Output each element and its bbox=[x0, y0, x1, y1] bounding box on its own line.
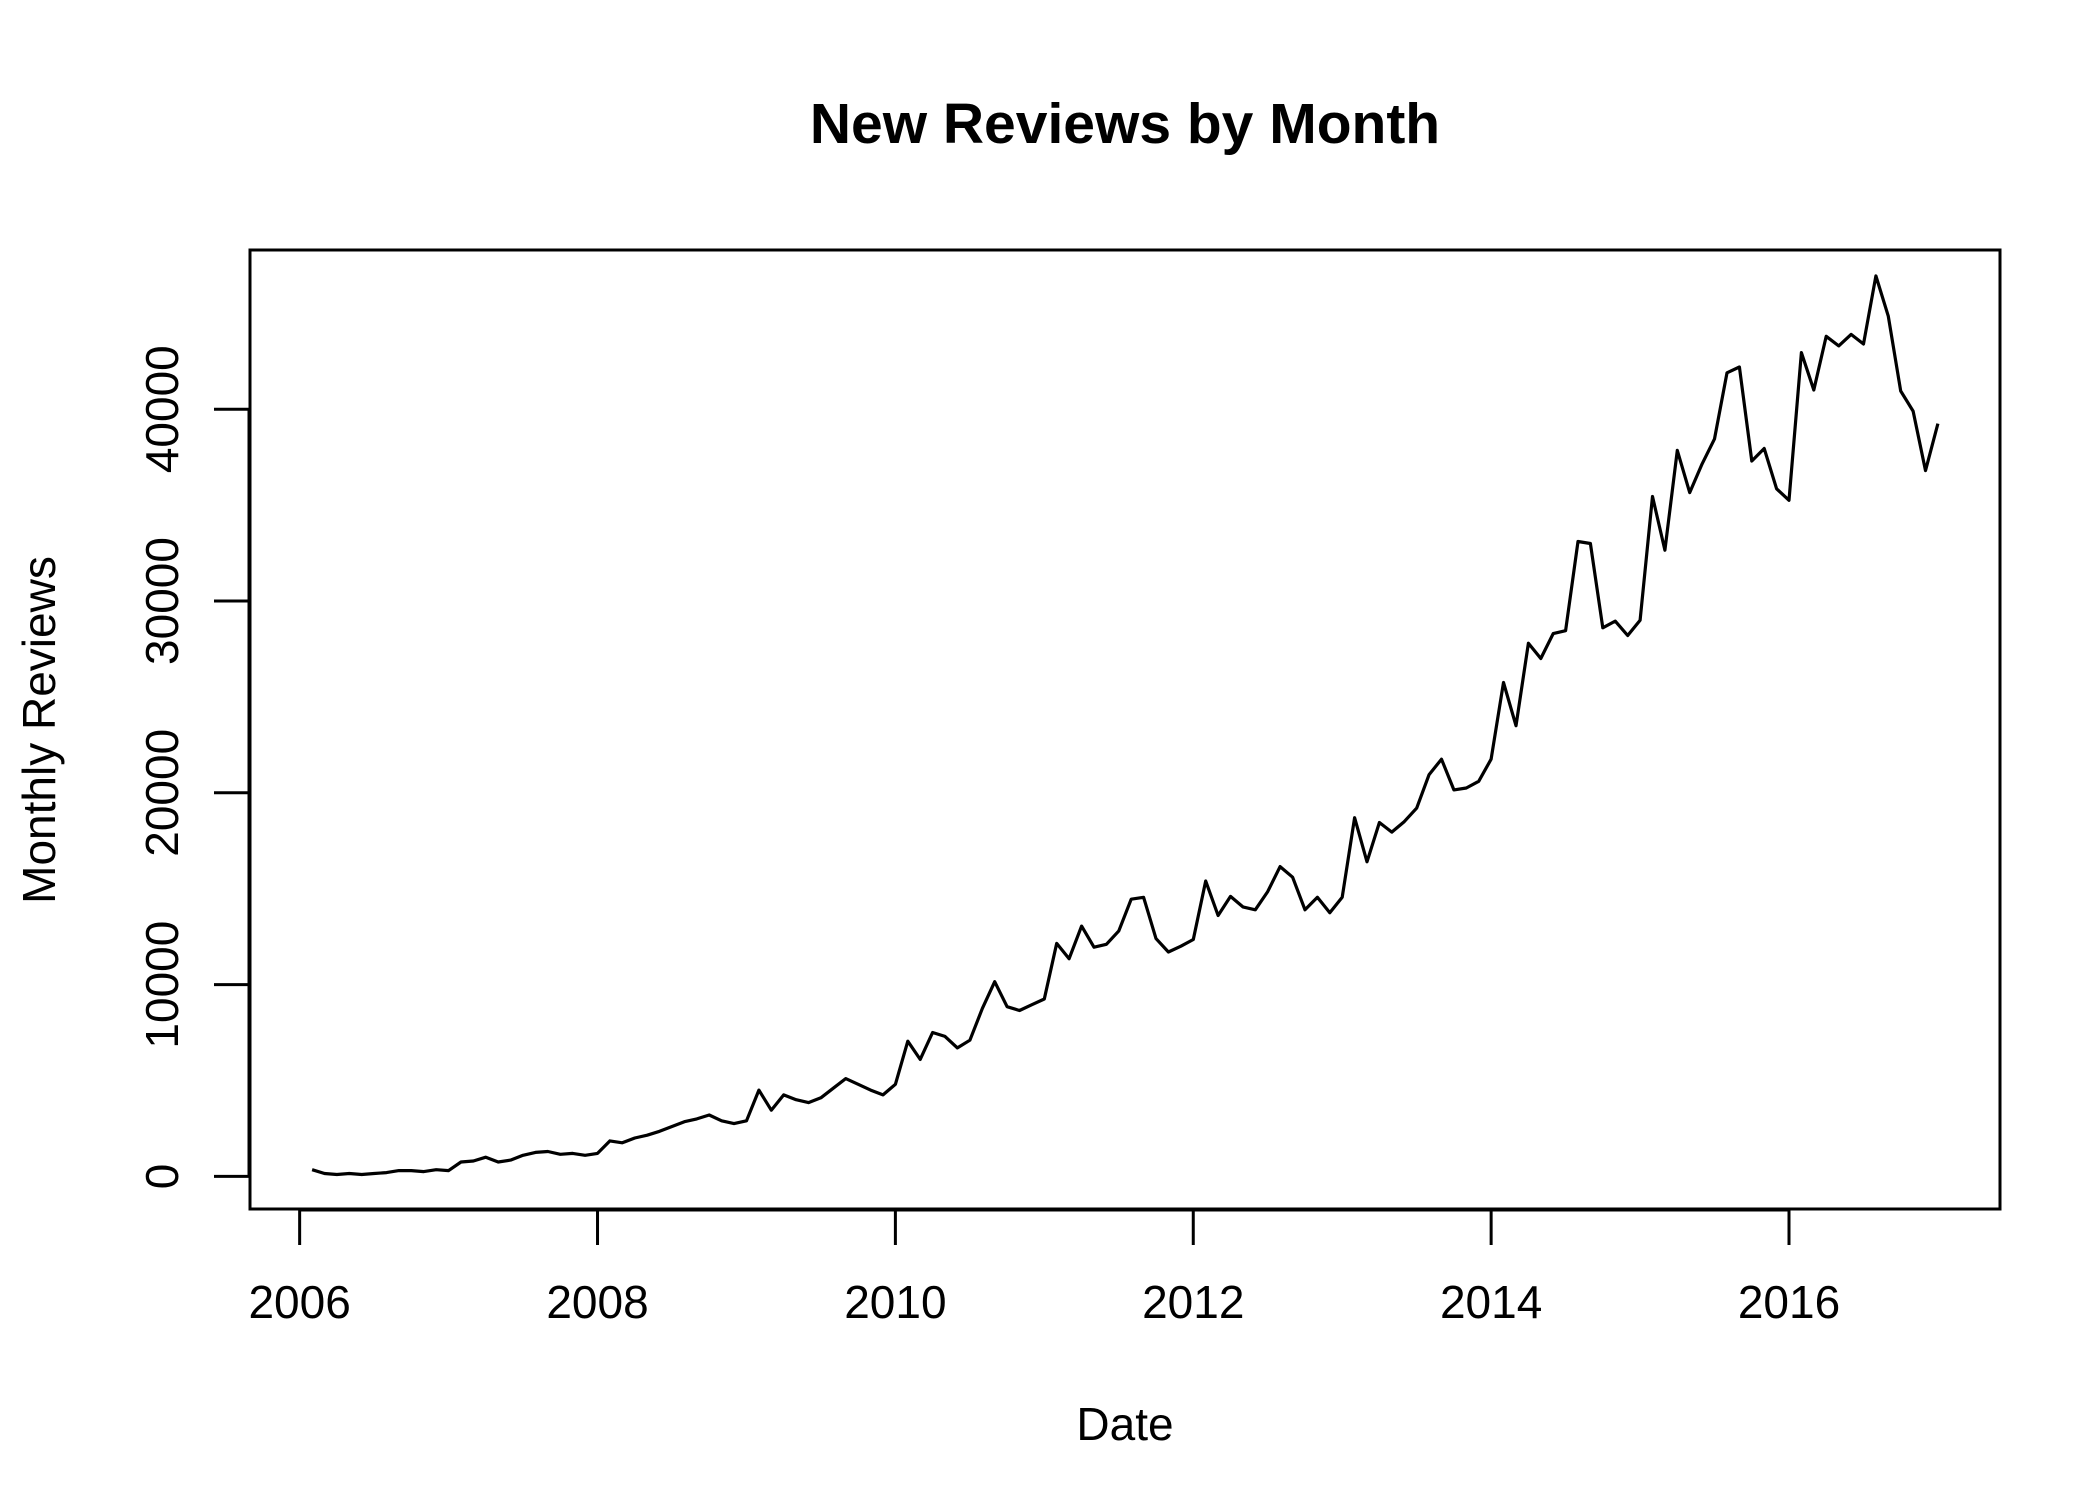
y-tick-label: 10000 bbox=[136, 921, 188, 1049]
y-tick-label: 0 bbox=[136, 1164, 188, 1190]
series-line bbox=[311, 274, 1940, 1177]
y-tick-label: 30000 bbox=[136, 537, 188, 665]
chart-title: New Reviews by Month bbox=[810, 92, 1440, 156]
x-tick-label: 2016 bbox=[1738, 1276, 1840, 1328]
x-axis: 2006 2008 2010 2012 2014 2016 bbox=[248, 1208, 1840, 1328]
y-tick-label: 40000 bbox=[136, 345, 188, 473]
plot-area-frame bbox=[248, 248, 2002, 1211]
y-axis: 0 10000 20000 30000 40000 bbox=[136, 345, 251, 1190]
x-tick-label: 2010 bbox=[844, 1276, 946, 1328]
y-tick-label: 20000 bbox=[136, 729, 188, 857]
series-layer bbox=[311, 274, 1940, 1177]
x-tick-label: 2014 bbox=[1440, 1276, 1542, 1328]
x-axis-label: Date bbox=[1076, 1398, 1173, 1450]
x-tick-label: 2006 bbox=[248, 1276, 350, 1328]
x-tick-label: 2012 bbox=[1142, 1276, 1244, 1328]
y-axis-label: Monthly Reviews bbox=[13, 556, 65, 904]
x-tick-label: 2008 bbox=[546, 1276, 648, 1328]
